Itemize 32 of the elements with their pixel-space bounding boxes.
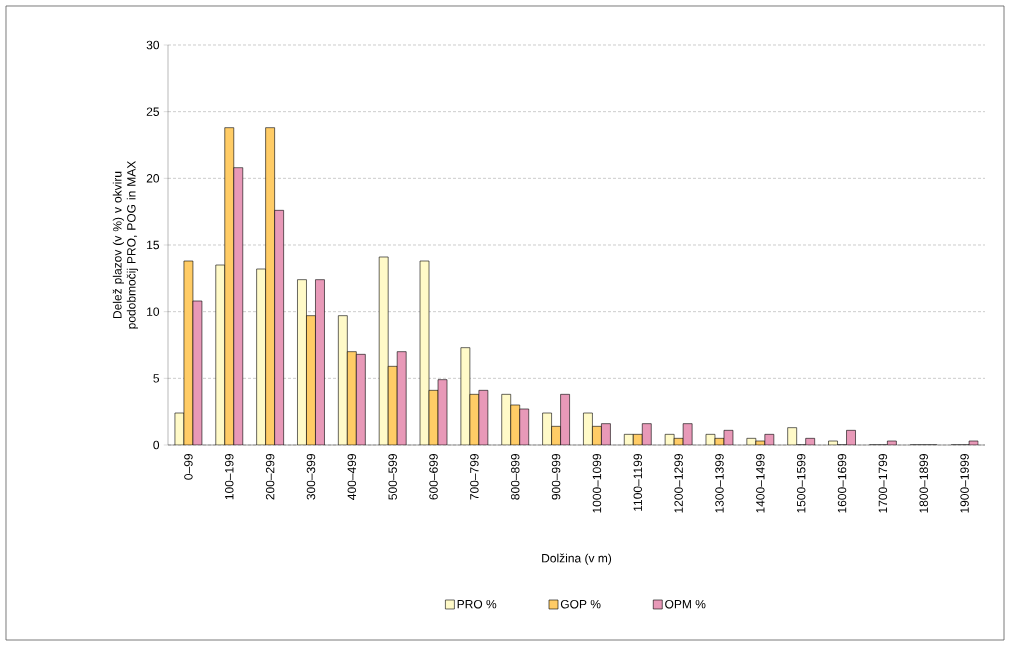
x-tick-label: 1200–1299 <box>674 454 683 513</box>
x-tick-label: 800–899 <box>510 454 520 500</box>
x-tick-label: 0–99 <box>184 454 193 480</box>
x-tick-label: 1000–1099 <box>592 454 602 513</box>
x-tick-label: 1100–1199 <box>633 454 643 511</box>
x-tick-label: 600–699 <box>429 454 438 500</box>
y-tick-label: 5 <box>153 374 160 383</box>
x-tick-label: 500–599 <box>388 454 397 500</box>
x-tick-label: 700–799 <box>470 454 479 500</box>
y-tick-label: 15 <box>147 240 160 250</box>
x-tick-label: 1300–1399 <box>715 454 724 513</box>
x-tick-label: 400–499 <box>347 454 357 500</box>
legend-label: GOP % <box>560 599 601 609</box>
legend-label: PRO % <box>457 599 497 609</box>
x-tick-label: 1600–1699 <box>837 454 847 513</box>
x-axis-title: Dolžina (v m) <box>542 553 612 565</box>
y-tick-label: 30 <box>146 40 160 50</box>
y-tick-label: 25 <box>146 107 160 116</box>
legend-label: OPM % <box>665 599 706 609</box>
x-tick-label: 200–299 <box>265 454 275 500</box>
y-tick-label: 0 <box>153 440 160 450</box>
y-axis-title: Delež plazov (v %) v okviru podobmočij PRO, POG in MAX <box>112 160 138 329</box>
x-tick-label: 1700–1799 <box>878 454 888 513</box>
x-tick-label: 1400–1499 <box>756 454 765 513</box>
x-tick-label: 1800–1899 <box>919 454 928 513</box>
x-tick-label: 900–999 <box>551 454 561 500</box>
y-tick-label: 20 <box>146 174 160 183</box>
x-tick-label: 100–199 <box>225 454 234 500</box>
x-tick-label: 1900–1999 <box>960 454 969 513</box>
x-tick-label: 1500–1599 <box>796 454 806 513</box>
x-tick-label: 300–399 <box>306 454 316 500</box>
y-tick-label: 10 <box>147 307 160 316</box>
